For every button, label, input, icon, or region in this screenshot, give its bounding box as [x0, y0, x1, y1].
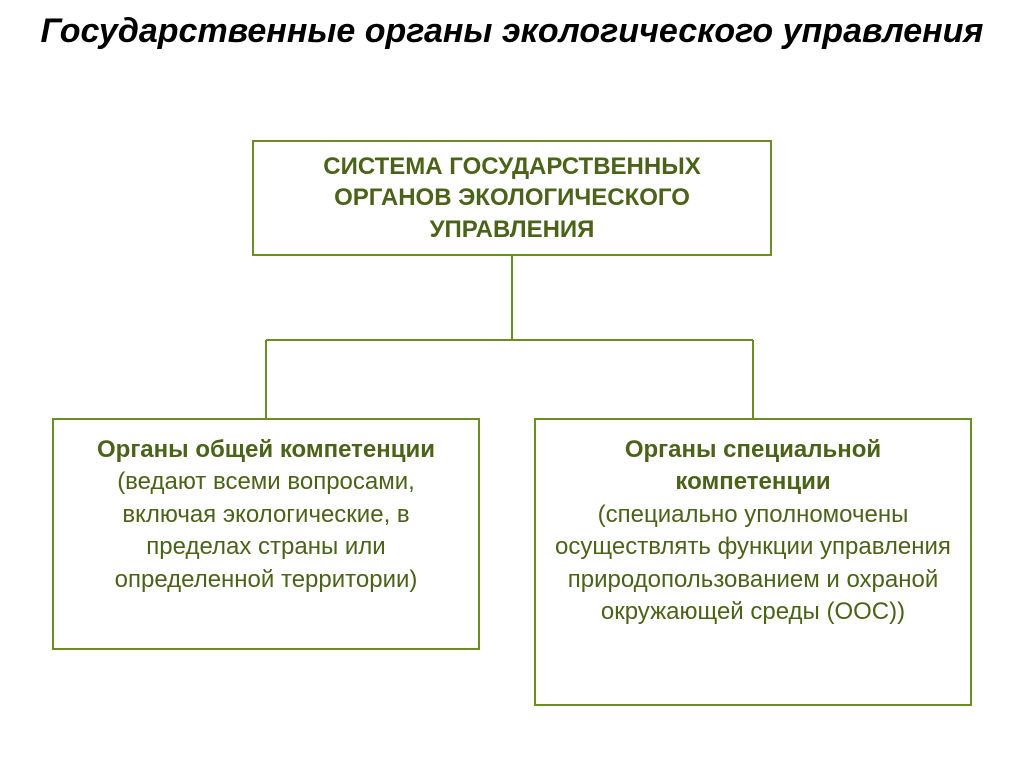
- page-title: Государственные органы экологического уп…: [0, 0, 1024, 53]
- diagram-root-node: СИСТЕМА ГОСУДАРСТВЕННЫХ ОРГАНОВ ЭКОЛОГИЧ…: [252, 140, 772, 256]
- diagram-child-node-special: Органы специальной компетенции (специаль…: [534, 418, 972, 706]
- diagram-root-label: СИСТЕМА ГОСУДАРСТВЕННЫХ ОРГАНОВ ЭКОЛОГИЧ…: [270, 151, 754, 245]
- diagram-child-desc: (ведают всеми вопросами, включая экологи…: [72, 466, 460, 596]
- diagram-child-title: Органы специальной компетенции: [554, 434, 952, 499]
- diagram-child-title: Органы общей компетенции: [72, 434, 460, 466]
- diagram-child-desc: (специально уполномочены осуществлять фу…: [554, 499, 952, 629]
- diagram-child-node-general: Органы общей компетенции (ведают всеми в…: [52, 418, 480, 650]
